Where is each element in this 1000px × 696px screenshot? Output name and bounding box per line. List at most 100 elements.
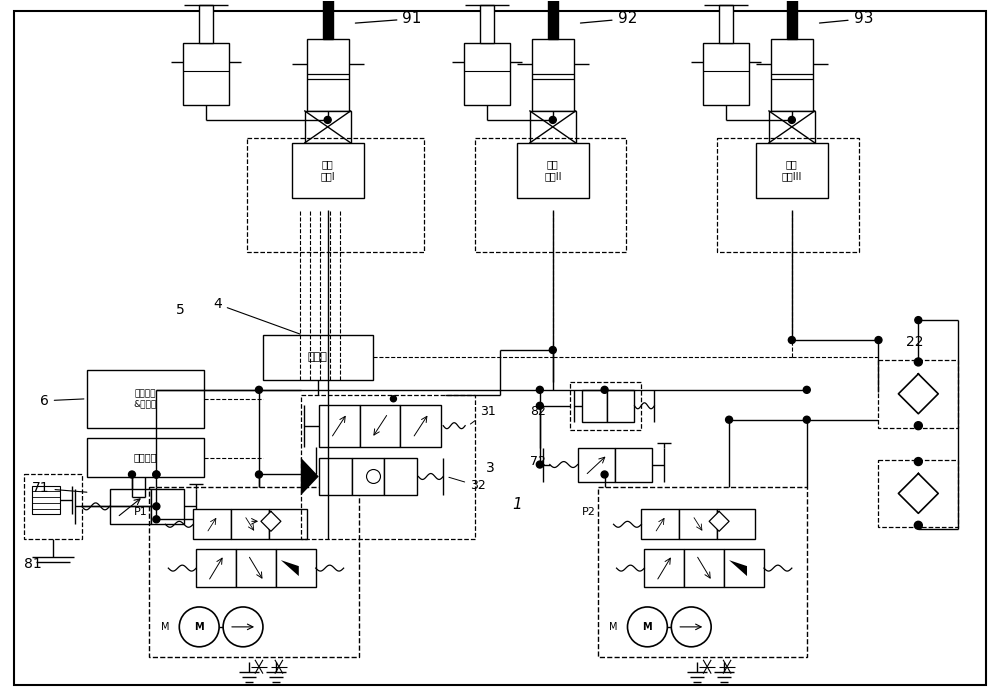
Bar: [598, 487, 807, 657]
Bar: [480, 6, 494, 43]
Bar: [532, 39, 574, 111]
Text: 72: 72: [530, 455, 546, 468]
Circle shape: [367, 470, 380, 484]
Circle shape: [627, 607, 667, 647]
Polygon shape: [261, 512, 281, 531]
Bar: [464, 43, 510, 105]
Circle shape: [536, 386, 543, 393]
Text: 步进
电机II: 步进 电机II: [544, 159, 562, 181]
Text: 71: 71: [32, 482, 87, 496]
Bar: [323, 0, 333, 39]
Polygon shape: [729, 560, 747, 576]
Bar: [769, 111, 815, 143]
Bar: [183, 43, 229, 105]
Circle shape: [601, 386, 608, 393]
Circle shape: [255, 386, 262, 393]
Bar: [301, 395, 475, 539]
Bar: [231, 509, 269, 539]
Circle shape: [601, 471, 608, 478]
Circle shape: [914, 358, 922, 366]
Circle shape: [536, 402, 543, 409]
Circle shape: [390, 396, 396, 402]
Text: 步进
电机I: 步进 电机I: [320, 159, 335, 181]
Bar: [724, 549, 764, 587]
Circle shape: [726, 416, 733, 423]
Bar: [517, 143, 589, 198]
Text: 先导手柄: 先导手柄: [134, 452, 157, 463]
Text: 3: 3: [486, 461, 494, 475]
Circle shape: [255, 471, 262, 478]
Text: 31: 31: [470, 405, 496, 424]
Bar: [756, 143, 828, 198]
Text: 6: 6: [40, 394, 84, 408]
Circle shape: [179, 607, 219, 647]
Bar: [717, 138, 859, 253]
Bar: [878, 459, 958, 528]
Text: P1: P1: [134, 507, 147, 517]
Circle shape: [914, 457, 922, 466]
Text: 5: 5: [176, 303, 185, 317]
Circle shape: [153, 503, 160, 510]
Bar: [787, 0, 797, 39]
Bar: [679, 509, 717, 539]
Bar: [247, 138, 424, 253]
Circle shape: [153, 471, 160, 478]
Bar: [548, 0, 558, 39]
Bar: [878, 360, 958, 427]
Circle shape: [536, 461, 543, 468]
Bar: [236, 549, 276, 587]
Circle shape: [875, 337, 882, 344]
Bar: [149, 487, 359, 657]
Circle shape: [915, 317, 922, 324]
Text: 4: 4: [213, 297, 300, 334]
Bar: [292, 143, 364, 198]
Bar: [151, 489, 184, 524]
Circle shape: [549, 116, 556, 123]
Circle shape: [128, 471, 135, 478]
Text: M: M: [161, 622, 169, 632]
Text: 91: 91: [355, 11, 422, 26]
Circle shape: [324, 116, 331, 123]
Bar: [578, 448, 615, 482]
Bar: [400, 405, 441, 447]
Text: 1: 1: [512, 497, 522, 512]
Bar: [32, 487, 60, 514]
Polygon shape: [898, 374, 938, 413]
Circle shape: [671, 607, 711, 647]
Bar: [352, 457, 384, 496]
Polygon shape: [898, 473, 938, 514]
Bar: [269, 509, 307, 539]
Text: 转向电机
&方向机: 转向电机 &方向机: [134, 389, 157, 409]
Circle shape: [803, 416, 810, 423]
Circle shape: [153, 516, 160, 523]
Circle shape: [914, 422, 922, 429]
Bar: [475, 138, 626, 253]
Bar: [607, 390, 634, 422]
Text: 82: 82: [530, 405, 546, 418]
Text: P2: P2: [582, 507, 596, 517]
Bar: [24, 475, 82, 539]
Bar: [276, 549, 316, 587]
Bar: [703, 43, 749, 105]
Polygon shape: [281, 560, 299, 576]
Bar: [615, 448, 652, 482]
Text: 32: 32: [449, 477, 486, 493]
Polygon shape: [709, 512, 729, 531]
Bar: [110, 489, 151, 524]
Bar: [384, 457, 417, 496]
Bar: [719, 6, 733, 43]
Bar: [319, 405, 360, 447]
Bar: [360, 405, 400, 447]
Bar: [684, 549, 724, 587]
Bar: [570, 382, 641, 429]
Bar: [319, 457, 352, 496]
Text: 92: 92: [580, 11, 637, 26]
Bar: [263, 335, 373, 380]
Bar: [771, 39, 813, 111]
Bar: [530, 111, 576, 143]
Circle shape: [788, 337, 795, 344]
Bar: [641, 509, 679, 539]
Text: M: M: [643, 622, 652, 632]
Circle shape: [223, 607, 263, 647]
Circle shape: [788, 116, 795, 123]
